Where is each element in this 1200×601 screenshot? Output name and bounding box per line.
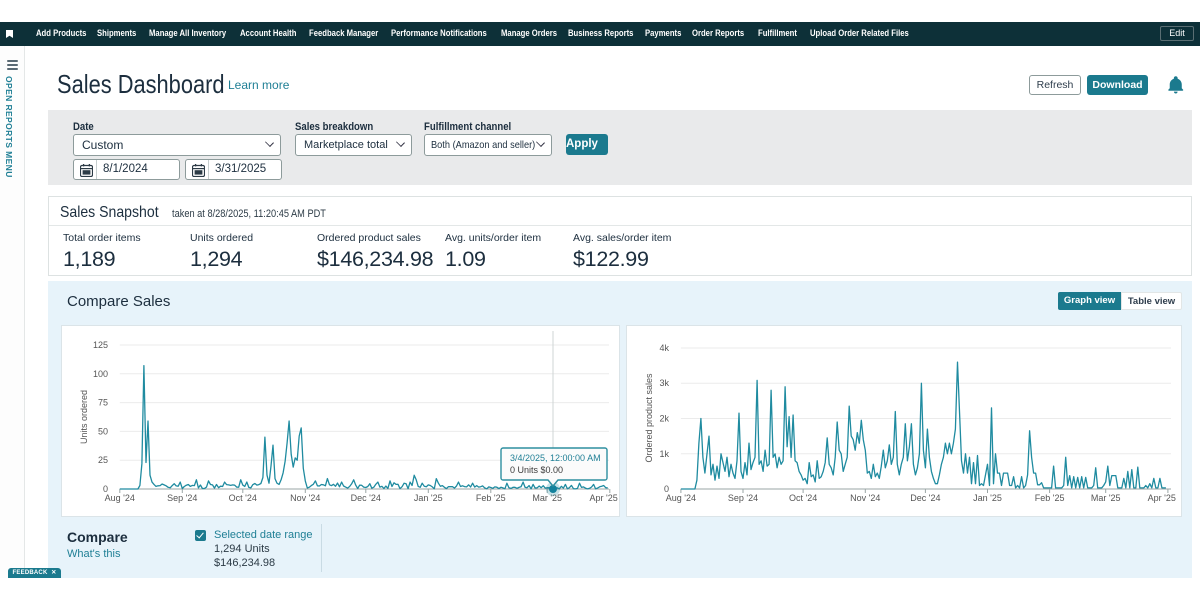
svg-text:0 Units $0.00: 0 Units $0.00 xyxy=(510,465,563,475)
svg-text:Aug '24: Aug '24 xyxy=(105,493,135,503)
svg-text:Sep '24: Sep '24 xyxy=(167,493,197,503)
svg-text:Aug '24: Aug '24 xyxy=(666,493,696,503)
svg-text:Feb '25: Feb '25 xyxy=(1035,493,1065,503)
svg-text:Nov '24: Nov '24 xyxy=(850,493,880,503)
svg-text:Feb '25: Feb '25 xyxy=(476,493,506,503)
svg-text:Jan '25: Jan '25 xyxy=(973,493,1002,503)
svg-text:Apr '25: Apr '25 xyxy=(1148,493,1176,503)
svg-text:Sep '24: Sep '24 xyxy=(728,493,758,503)
svg-text:Jan '25: Jan '25 xyxy=(414,493,443,503)
svg-text:4k: 4k xyxy=(659,343,669,353)
svg-text:Units ordered: Units ordered xyxy=(79,390,89,444)
svg-text:75: 75 xyxy=(98,398,108,408)
svg-text:Ordered product sales: Ordered product sales xyxy=(644,373,654,463)
svg-text:Oct '24: Oct '24 xyxy=(789,493,817,503)
svg-text:125: 125 xyxy=(93,340,108,350)
svg-text:2k: 2k xyxy=(659,414,669,424)
svg-text:Nov '24: Nov '24 xyxy=(290,493,320,503)
svg-text:Mar '25: Mar '25 xyxy=(532,493,562,503)
svg-text:Dec '24: Dec '24 xyxy=(351,493,381,503)
svg-text:0: 0 xyxy=(664,484,669,494)
svg-text:100: 100 xyxy=(93,369,108,379)
svg-text:3/4/2025, 12:00:00 AM: 3/4/2025, 12:00:00 AM xyxy=(510,453,601,463)
svg-text:0: 0 xyxy=(103,484,108,494)
svg-text:50: 50 xyxy=(98,426,108,436)
svg-text:Apr '25: Apr '25 xyxy=(590,493,618,503)
svg-text:Mar '25: Mar '25 xyxy=(1091,493,1121,503)
svg-text:3k: 3k xyxy=(659,378,669,388)
svg-text:Oct '24: Oct '24 xyxy=(229,493,257,503)
svg-text:1k: 1k xyxy=(659,449,669,459)
svg-text:25: 25 xyxy=(98,455,108,465)
svg-text:Dec '24: Dec '24 xyxy=(910,493,940,503)
